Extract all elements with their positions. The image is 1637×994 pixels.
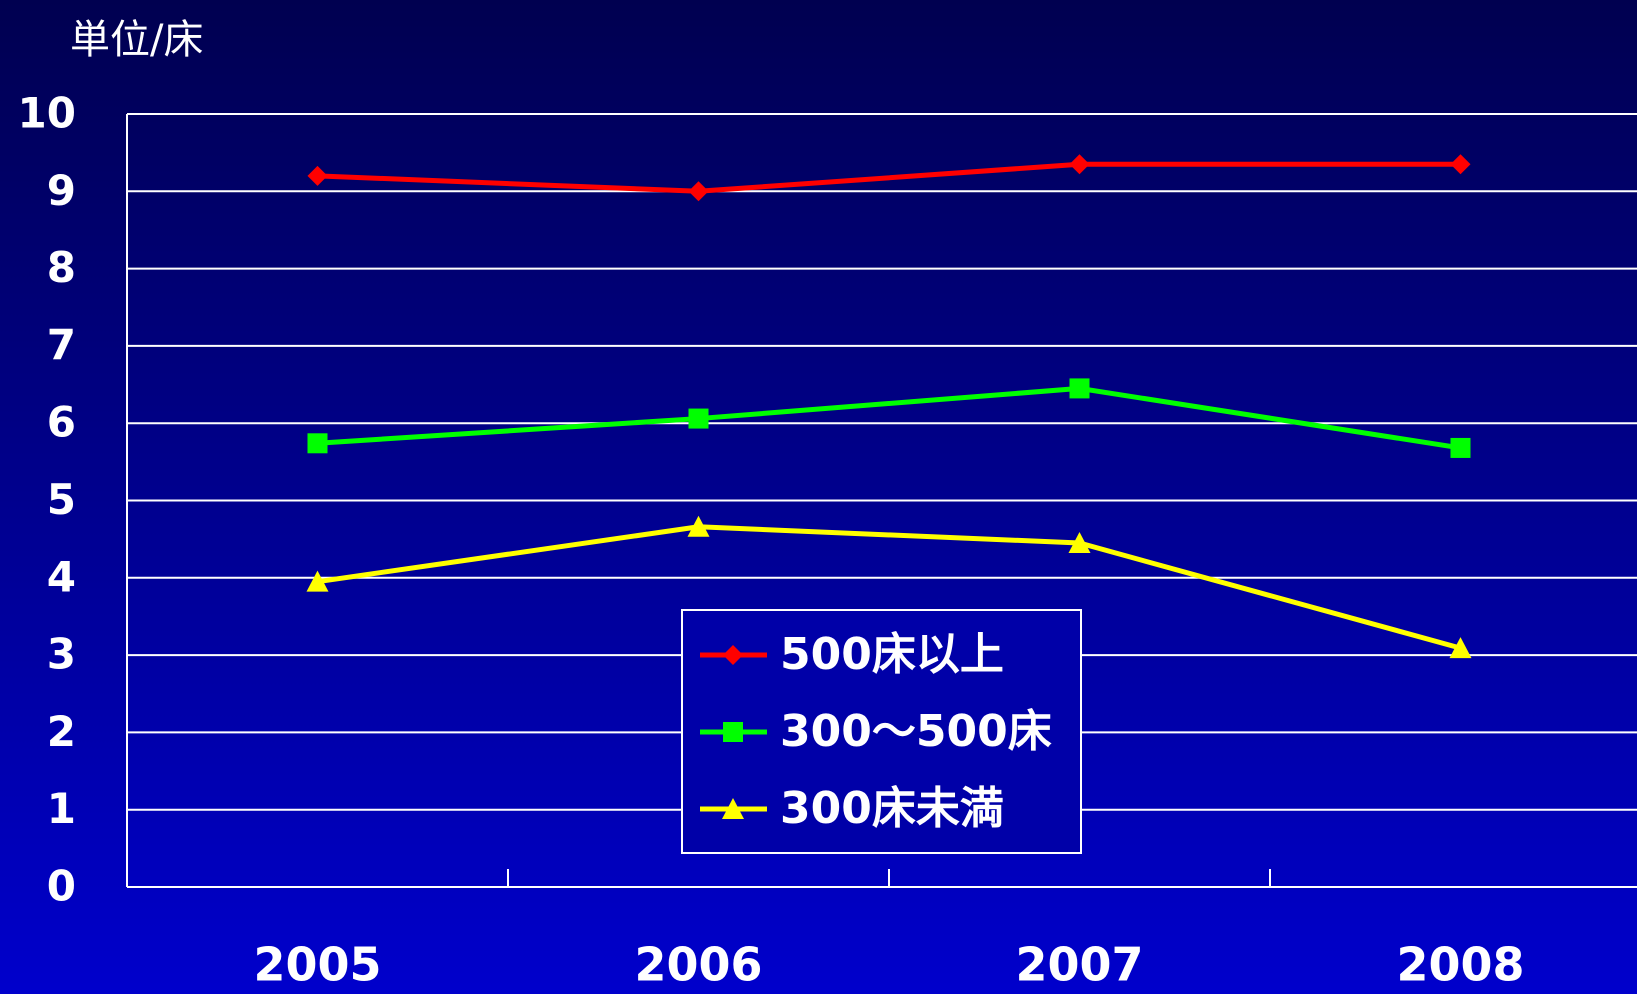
x-tick-label: 2008 (1396, 938, 1524, 992)
marker (1068, 532, 1091, 554)
y-tick-label: 6 (47, 398, 76, 447)
y-axis-label: 単位/床 (70, 17, 203, 63)
marker (1449, 637, 1472, 659)
y-tick-label: 0 (47, 862, 76, 911)
y-tick-label: 3 (47, 630, 76, 679)
series-line (317, 161, 1461, 194)
marker (723, 645, 743, 665)
y-tick-label: 8 (47, 243, 76, 292)
marker (723, 722, 743, 742)
marker (1450, 154, 1471, 175)
y-tick-label: 7 (47, 320, 76, 369)
y-tick-label: 5 (47, 475, 76, 524)
marker (307, 165, 328, 186)
x-tick-label: 2006 (634, 938, 762, 992)
series-line (317, 524, 1462, 651)
marker (307, 433, 328, 454)
marker (687, 515, 710, 537)
y-tick-label: 4 (47, 552, 76, 601)
legend-label: 300～500床 (780, 706, 1052, 757)
x-tick-label: 2005 (253, 938, 381, 992)
marker (1450, 437, 1471, 458)
legend-label: 300床未満 (780, 783, 1004, 834)
series-line (317, 385, 1461, 451)
marker (688, 181, 709, 202)
legend-label: 500床以上 (780, 629, 1004, 680)
marker (688, 408, 709, 429)
marker (1069, 378, 1090, 399)
x-tick-label: 2007 (1015, 938, 1143, 992)
y-tick-label: 9 (47, 166, 76, 215)
y-tick-label: 1 (47, 784, 76, 833)
marker (306, 570, 329, 592)
y-tick-label: 10 (18, 89, 76, 138)
marker (1069, 154, 1090, 175)
marker (722, 798, 744, 819)
y-tick-label: 2 (47, 707, 76, 756)
